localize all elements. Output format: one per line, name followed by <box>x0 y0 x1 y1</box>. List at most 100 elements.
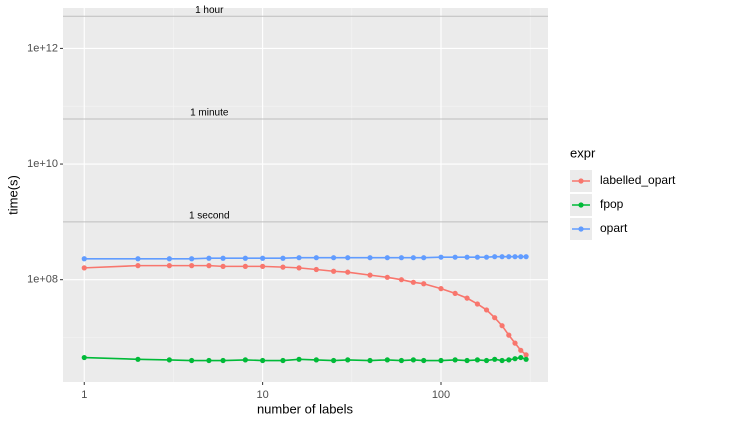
data-point <box>512 254 518 260</box>
data-point <box>166 263 172 269</box>
data-point <box>135 263 141 269</box>
panel <box>63 8 548 382</box>
data-point <box>464 357 470 364</box>
y-axis-label: time(s) <box>5 175 20 215</box>
data-point <box>512 356 518 362</box>
data-point <box>81 256 87 262</box>
data-point <box>492 254 498 260</box>
x-tick-label: 10 <box>257 389 269 401</box>
data-point <box>331 357 337 364</box>
data-point <box>506 254 512 260</box>
data-point <box>483 254 490 260</box>
data-point <box>384 255 390 261</box>
data-point <box>506 357 512 363</box>
data-point <box>166 357 172 363</box>
data-point <box>296 255 302 261</box>
data-point <box>242 263 248 269</box>
data-point <box>189 256 195 262</box>
legend-title: expr <box>570 145 596 160</box>
data-point <box>384 357 390 363</box>
data-point <box>452 254 458 260</box>
data-point <box>220 263 226 269</box>
data-point <box>492 315 498 321</box>
data-point <box>367 255 373 261</box>
data-point <box>135 356 141 362</box>
data-point <box>499 323 505 329</box>
data-point <box>398 277 405 283</box>
data-point <box>523 254 529 260</box>
data-point <box>499 357 505 364</box>
data-point <box>242 255 248 261</box>
x-tick-label: 1 <box>81 389 87 401</box>
data-point <box>421 255 427 261</box>
data-point <box>438 254 444 260</box>
x-axis-label: number of labels <box>257 401 354 416</box>
data-point <box>189 357 195 364</box>
data-point <box>438 357 444 364</box>
legend-label: opart <box>600 221 628 235</box>
legend-dot <box>578 178 584 184</box>
data-point <box>492 356 498 362</box>
y-tick-label: 1e+08 <box>27 274 58 286</box>
data-point <box>345 357 351 363</box>
data-point <box>474 254 481 260</box>
data-point <box>474 357 481 363</box>
data-point <box>410 357 416 363</box>
data-point <box>260 255 266 261</box>
data-point <box>518 254 524 260</box>
data-point <box>384 274 390 280</box>
data-point <box>438 286 444 292</box>
legend-dot <box>578 202 584 208</box>
data-point <box>367 357 373 364</box>
data-point <box>260 263 266 269</box>
data-point <box>206 255 212 261</box>
data-point <box>280 264 286 270</box>
data-point <box>518 347 524 353</box>
data-point <box>345 255 351 261</box>
data-point <box>512 340 518 346</box>
data-point <box>242 357 248 363</box>
data-point <box>220 255 226 261</box>
data-point <box>206 357 212 364</box>
data-point <box>523 356 529 362</box>
data-point <box>398 357 405 364</box>
data-point <box>410 279 416 285</box>
data-point <box>296 265 302 271</box>
data-point <box>452 357 458 363</box>
y-tick-label: 1e+12 <box>27 42 58 54</box>
data-point <box>398 255 405 261</box>
data-point <box>313 357 319 363</box>
data-point <box>421 281 427 287</box>
legend-label: fpop <box>600 197 624 211</box>
data-point <box>518 354 524 361</box>
reference-label: 1 second <box>189 211 230 222</box>
data-point <box>464 254 470 260</box>
data-point <box>81 265 87 271</box>
data-point <box>474 301 481 307</box>
data-point <box>313 266 319 273</box>
data-point <box>523 352 529 358</box>
data-point <box>367 272 373 278</box>
reference-label: 1 hour <box>195 5 224 16</box>
legend-label: labelled_opart <box>600 173 676 187</box>
data-point <box>483 307 490 313</box>
data-point <box>499 254 505 260</box>
reference-label: 1 minute <box>190 108 229 119</box>
data-point <box>452 290 458 296</box>
data-point <box>296 356 302 362</box>
data-point <box>220 357 226 364</box>
data-point <box>331 268 337 274</box>
data-point <box>421 357 427 364</box>
data-point <box>506 332 512 338</box>
data-point <box>206 263 212 269</box>
data-point <box>189 263 195 269</box>
x-tick-label: 100 <box>432 389 450 401</box>
data-point <box>331 255 337 261</box>
y-tick-label: 1e+10 <box>27 158 58 170</box>
data-point <box>81 354 87 361</box>
data-point <box>410 255 416 261</box>
data-point <box>313 255 319 261</box>
data-point <box>464 295 470 301</box>
data-point <box>260 357 266 364</box>
